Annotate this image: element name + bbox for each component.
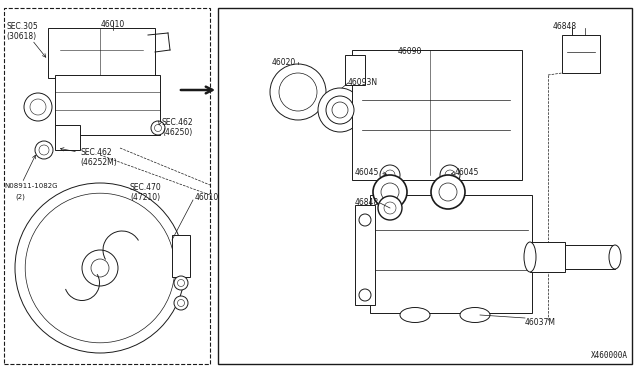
Circle shape <box>445 170 455 180</box>
Text: (46250): (46250) <box>162 128 192 137</box>
Circle shape <box>82 250 118 286</box>
Text: 46093N: 46093N <box>348 78 378 87</box>
Circle shape <box>326 96 354 124</box>
Text: SEC.470: SEC.470 <box>130 183 162 192</box>
Circle shape <box>15 183 185 353</box>
Ellipse shape <box>400 308 430 323</box>
Bar <box>55 75 160 135</box>
Text: (2): (2) <box>15 193 25 199</box>
Circle shape <box>440 165 460 185</box>
Text: 46848: 46848 <box>553 22 577 31</box>
Circle shape <box>30 99 46 115</box>
Text: 46848: 46848 <box>355 198 379 207</box>
Text: 46037M: 46037M <box>525 318 556 327</box>
Circle shape <box>431 175 465 209</box>
Ellipse shape <box>609 245 621 269</box>
Bar <box>172 235 190 277</box>
Text: 46090: 46090 <box>398 47 422 56</box>
Text: N08911-1082G: N08911-1082G <box>4 183 58 189</box>
Circle shape <box>25 193 175 343</box>
Text: (30618): (30618) <box>6 32 36 41</box>
Bar <box>48 28 155 78</box>
Bar <box>530 242 565 272</box>
Text: 46045: 46045 <box>355 168 380 177</box>
Bar <box>370 195 532 313</box>
Bar <box>345 55 365 85</box>
Circle shape <box>24 93 52 121</box>
Bar <box>352 50 522 180</box>
Text: 46020: 46020 <box>272 58 296 67</box>
Bar <box>218 8 632 364</box>
Text: 46010: 46010 <box>101 20 125 29</box>
Text: (47210): (47210) <box>130 193 160 202</box>
Text: X460000A: X460000A <box>591 351 628 360</box>
Circle shape <box>373 175 407 209</box>
Text: SEC.462: SEC.462 <box>162 118 194 127</box>
Bar <box>355 205 375 305</box>
Circle shape <box>279 73 317 111</box>
Circle shape <box>39 145 49 155</box>
Circle shape <box>35 141 53 159</box>
Circle shape <box>174 276 188 290</box>
Bar <box>562 35 600 73</box>
Circle shape <box>91 259 109 277</box>
Circle shape <box>154 125 161 131</box>
Circle shape <box>385 170 395 180</box>
Circle shape <box>359 289 371 301</box>
Ellipse shape <box>524 242 536 272</box>
Bar <box>565 245 615 269</box>
Text: SEC.462: SEC.462 <box>80 148 111 157</box>
Circle shape <box>177 279 184 286</box>
Circle shape <box>151 121 165 135</box>
Circle shape <box>177 299 184 307</box>
Bar <box>4 8 210 364</box>
Circle shape <box>439 183 457 201</box>
Text: 46010: 46010 <box>195 193 220 202</box>
Circle shape <box>174 296 188 310</box>
Circle shape <box>380 165 400 185</box>
Circle shape <box>378 196 402 220</box>
Bar <box>55 125 80 150</box>
Circle shape <box>332 102 348 118</box>
Circle shape <box>381 183 399 201</box>
Text: 46045: 46045 <box>455 168 479 177</box>
Circle shape <box>318 88 362 132</box>
Text: (46252M): (46252M) <box>80 158 116 167</box>
Circle shape <box>359 214 371 226</box>
Text: SEC.305: SEC.305 <box>6 22 38 31</box>
Ellipse shape <box>460 308 490 323</box>
Circle shape <box>384 202 396 214</box>
Circle shape <box>270 64 326 120</box>
